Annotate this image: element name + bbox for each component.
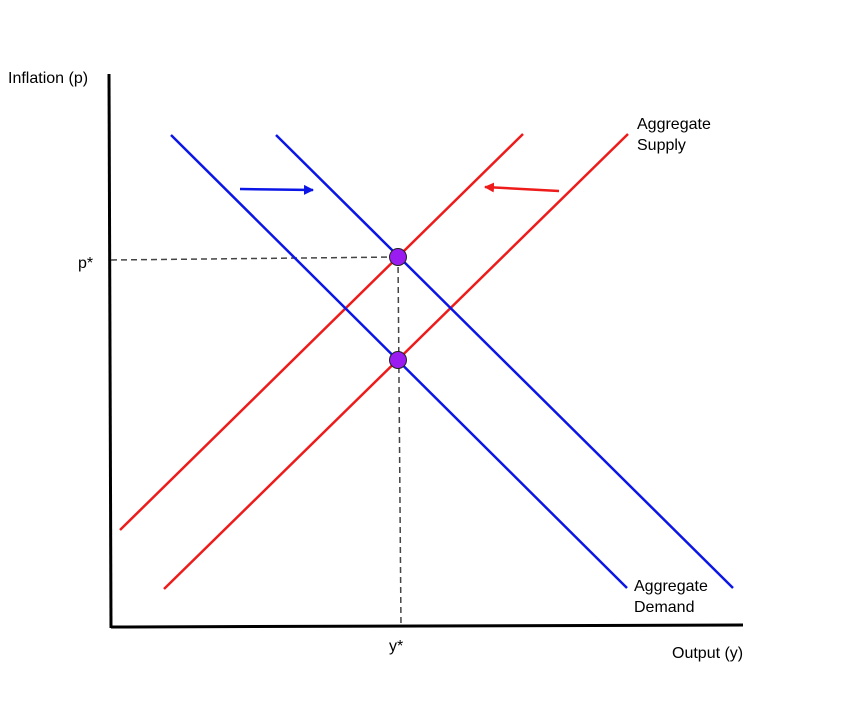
- p-star-guide: [110, 256, 399, 261]
- equilibrium-point-original: [389, 351, 407, 369]
- x-axis-label: Output (y): [672, 645, 743, 662]
- y-star-label: y*: [389, 638, 403, 655]
- demand-label-line2: Demand: [634, 599, 694, 616]
- y-axis: [107, 73, 113, 629]
- x-axis: [110, 623, 744, 629]
- supply-label-line1: Aggregate: [637, 116, 711, 133]
- y-star-guide: [397, 256, 402, 628]
- demand-shift-arrow: [239, 184, 314, 195]
- aggregate-supply-curve-shifted: [119, 133, 524, 531]
- equilibrium-point-new: [389, 248, 407, 266]
- demand-label-line1: Aggregate: [634, 578, 708, 595]
- p-star-label: p*: [78, 255, 93, 272]
- aggregate-demand-curve-shifted: [275, 134, 734, 589]
- supply-shift-arrow: [484, 182, 560, 193]
- supply-label-line2: Supply: [637, 137, 686, 154]
- y-axis-label: Inflation (p): [8, 70, 88, 87]
